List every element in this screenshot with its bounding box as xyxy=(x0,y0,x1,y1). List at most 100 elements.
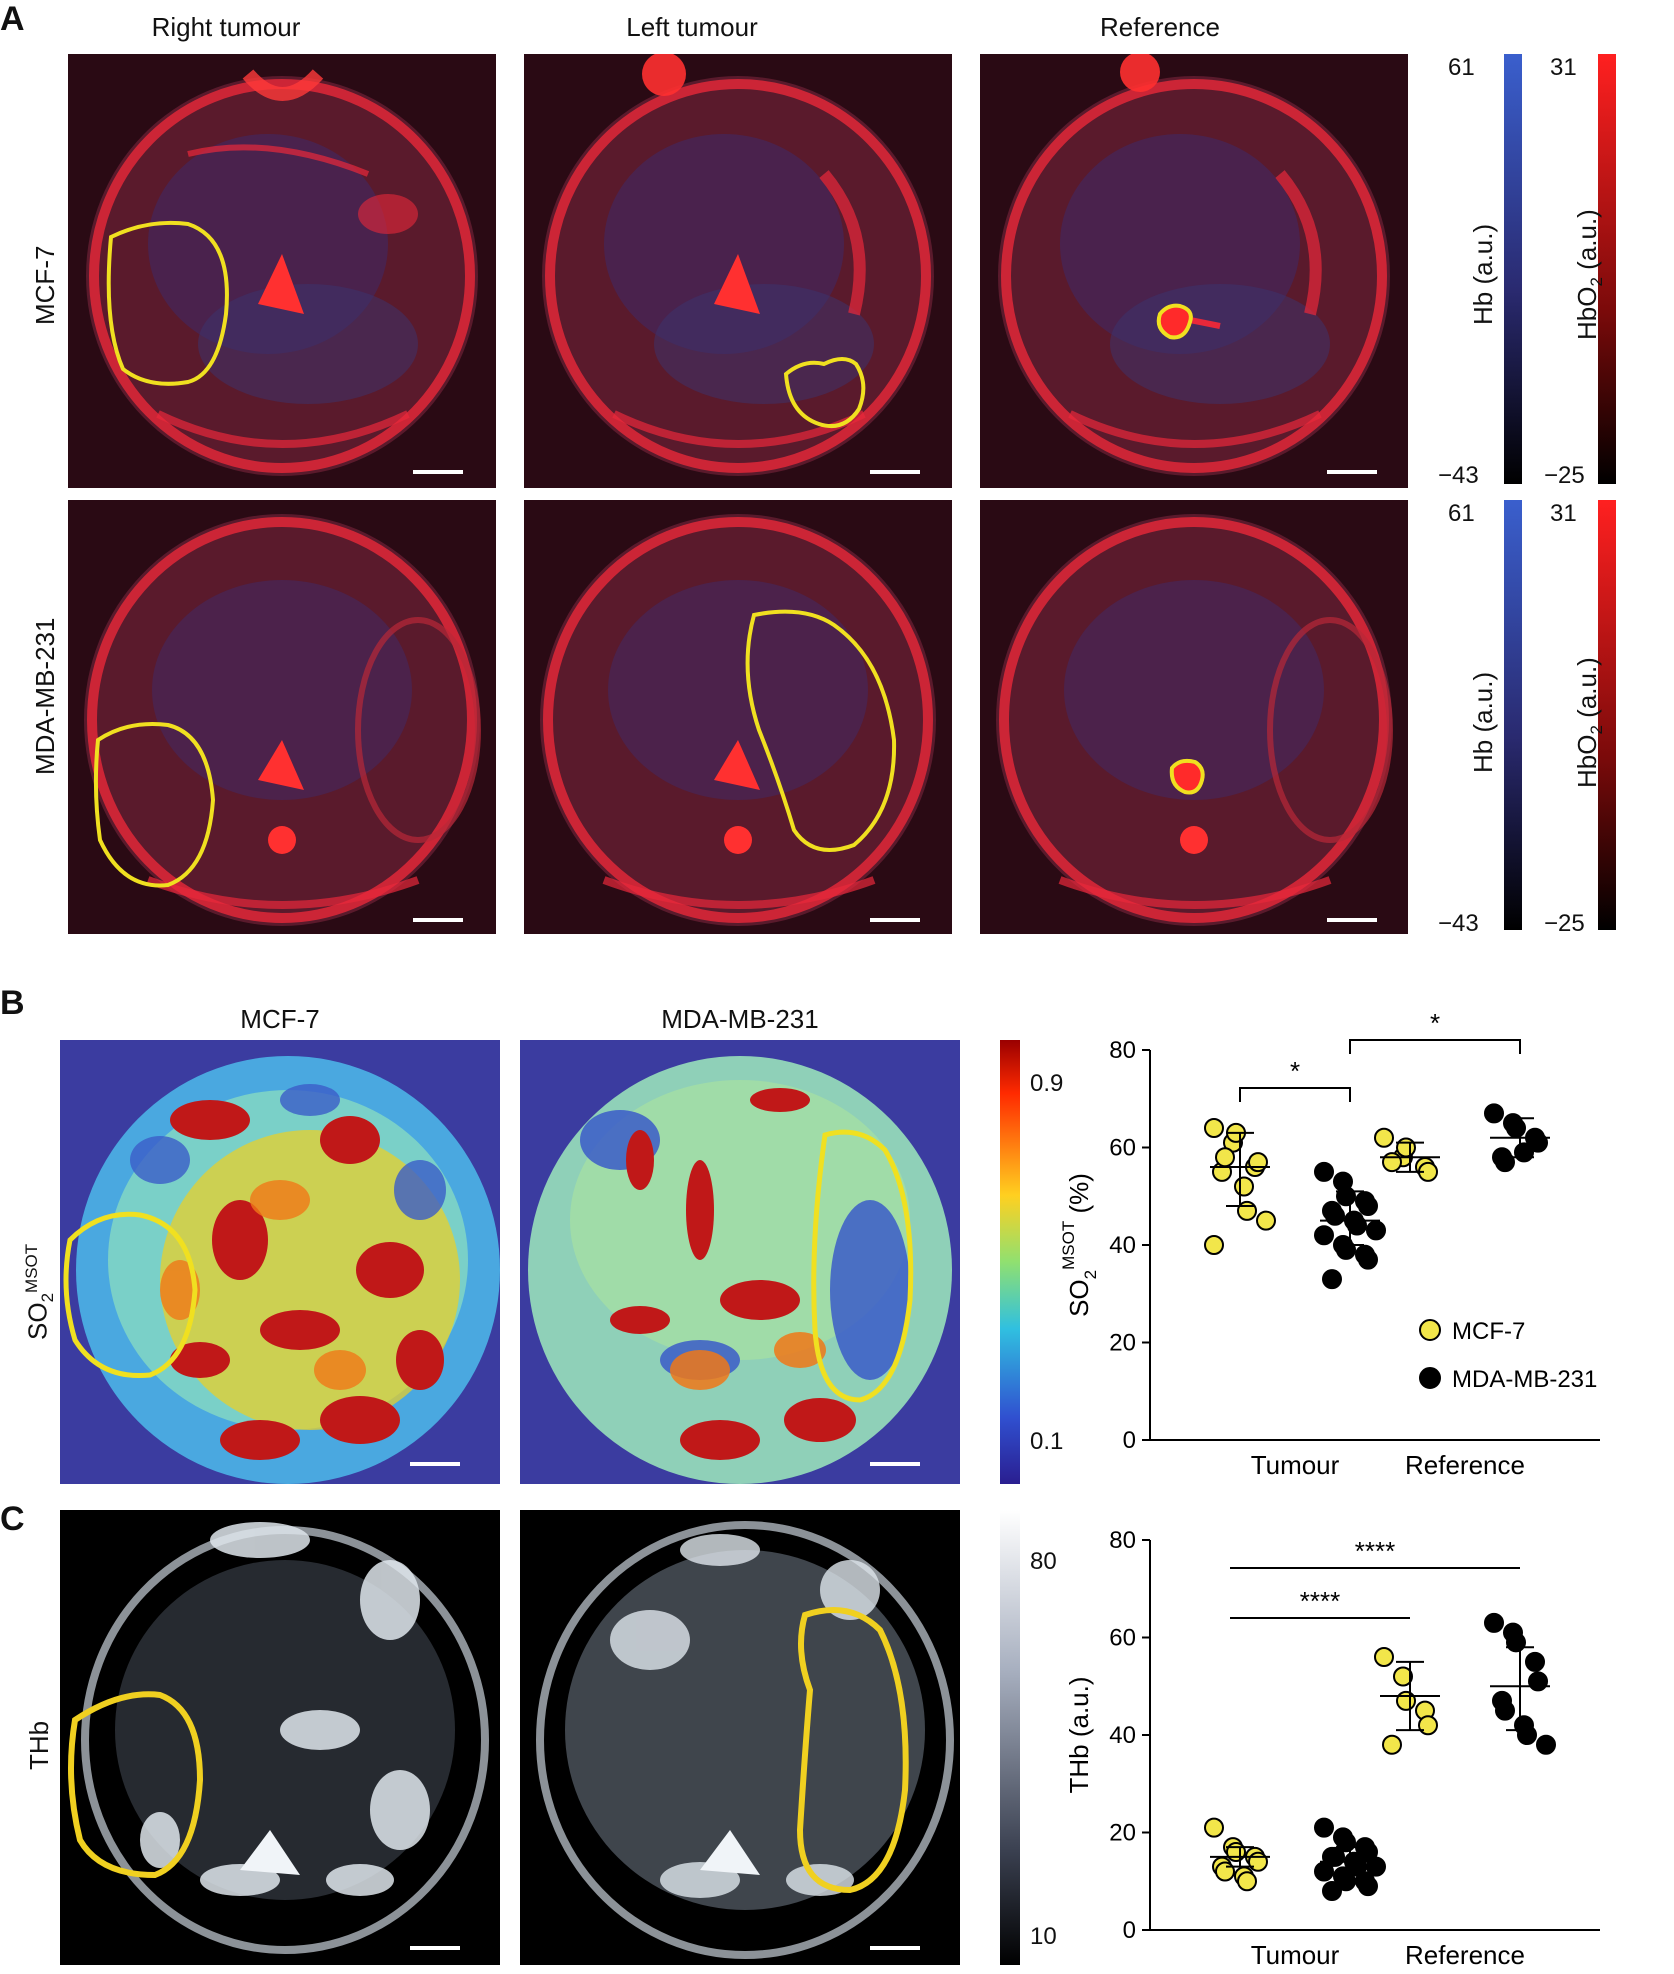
scale-bar xyxy=(413,470,463,474)
scale-bar xyxy=(410,1946,460,1950)
hb-colorbar-title: Hb (a.u.) xyxy=(1468,671,1498,773)
x-category-label: Reference xyxy=(1405,1940,1525,1970)
y-tick-label: 80 xyxy=(1109,1037,1136,1064)
data-point xyxy=(1514,1142,1534,1163)
thb-scatter-plot: 0 20 40 60 80 Tumour Reference THb (a.u.) **** **… xyxy=(1064,1527,1600,1970)
thb-colorbar xyxy=(1000,1510,1020,1965)
column-title-mda-mb-231: MDA-MB-231 xyxy=(661,1004,819,1034)
scale-bar xyxy=(870,1462,920,1466)
msot-image-mda-left-tumour xyxy=(524,500,952,934)
hbo2-colorbar-max: 31 xyxy=(1550,500,1577,527)
row-label-thb: THb xyxy=(24,1720,54,1770)
msot-image-mda-reference xyxy=(980,500,1408,934)
significance-label: * xyxy=(1290,1056,1300,1086)
hb-colorbar-max: 61 xyxy=(1448,54,1475,81)
hb-colorbar-min: −43 xyxy=(1438,910,1479,937)
thb-colorbar-min: 10 xyxy=(1030,1923,1057,1950)
data-point xyxy=(1506,1632,1526,1653)
so2-colorbar xyxy=(1000,1040,1020,1484)
scale-bar xyxy=(870,470,920,474)
data-point xyxy=(1215,1147,1235,1168)
data-point xyxy=(1314,1161,1334,1182)
hbo2-colorbar xyxy=(1598,500,1616,930)
thb-map-mcf7 xyxy=(60,1510,500,1965)
data-point xyxy=(1234,1176,1254,1197)
data-point xyxy=(1314,1861,1334,1882)
y-tick-label: 40 xyxy=(1109,1232,1136,1259)
y-tick-label: 0 xyxy=(1123,1427,1136,1454)
data-point xyxy=(1536,1734,1556,1755)
hbo2-colorbar-title: HbO2 (a.u.) xyxy=(1572,209,1607,340)
panel-b-letter: B xyxy=(0,984,25,1022)
panel-c-letter: C xyxy=(0,1500,25,1538)
msot-image-mda-right-tumour xyxy=(68,500,496,934)
so2-scatter-plot: 0 20 40 60 80 Tumour Reference SO2MSOT (%) * * MCF… xyxy=(1060,1008,1600,1480)
data-point xyxy=(1418,1715,1438,1736)
msot-image-mcf7-reference xyxy=(980,54,1408,488)
x-category-label: Tumour xyxy=(1251,1940,1340,1970)
data-point xyxy=(1374,1647,1394,1667)
data-point xyxy=(1495,1152,1515,1173)
data-point xyxy=(1495,1700,1515,1721)
so2-map-mcf7 xyxy=(60,1040,500,1484)
significance-bracket xyxy=(1239,1087,1351,1102)
hbo2-colorbar-title: HbO2 (a.u.) xyxy=(1572,657,1607,788)
data-point xyxy=(1396,1137,1416,1158)
data-point xyxy=(1256,1210,1276,1231)
msot-image-mcf7-right-tumour xyxy=(68,54,496,488)
column-title-reference: Reference xyxy=(1100,12,1220,42)
significance-bracket xyxy=(1349,1039,1521,1054)
scale-bar xyxy=(1327,918,1377,922)
scale-bar xyxy=(870,918,920,922)
y-tick-label: 80 xyxy=(1109,1527,1136,1554)
hb-colorbar-max: 61 xyxy=(1448,500,1475,527)
hb-colorbar-title: Hb (a.u.) xyxy=(1468,223,1498,325)
data-point xyxy=(1336,1186,1356,1207)
column-title-left-tumour: Left tumour xyxy=(626,12,758,42)
legend-marker xyxy=(1419,1319,1441,1341)
hbo2-colorbar xyxy=(1598,54,1616,484)
scale-bar xyxy=(1327,470,1377,474)
hb-colorbar xyxy=(1504,500,1522,930)
scale-bar xyxy=(413,918,463,922)
y-axis-label: SO2MSOT (%) xyxy=(1060,1173,1100,1317)
so2-colorbar-max: 0.9 xyxy=(1030,1070,1064,1097)
hbo2-colorbar-max: 31 xyxy=(1550,54,1577,81)
data-point xyxy=(1396,1690,1416,1711)
column-title-right-tumour: Right tumour xyxy=(151,12,301,42)
significance-label: **** xyxy=(1355,1536,1395,1566)
data-point xyxy=(1314,1225,1334,1246)
data-point xyxy=(1204,1118,1224,1138)
data-point xyxy=(1506,1118,1526,1138)
legend-label: MCF-7 xyxy=(1452,1318,1525,1345)
x-category-label: Tumour xyxy=(1251,1450,1340,1480)
data-point xyxy=(1226,1842,1246,1862)
data-point xyxy=(1322,1881,1342,1901)
significance-label: * xyxy=(1430,1008,1440,1038)
data-point xyxy=(1393,1666,1413,1687)
scale-bar xyxy=(410,1462,460,1466)
legend-label: MDA-MB-231 xyxy=(1452,1366,1597,1393)
x-category-label: Reference xyxy=(1405,1450,1525,1480)
data-point xyxy=(1374,1127,1394,1148)
data-point xyxy=(1358,1876,1378,1897)
data-point xyxy=(1525,1651,1545,1672)
so2-colorbar-min: 0.1 xyxy=(1030,1428,1064,1455)
scale-bar xyxy=(870,1946,920,1950)
panel-a-letter: A xyxy=(0,0,25,38)
data-point xyxy=(1215,1861,1235,1882)
data-point xyxy=(1248,1152,1268,1173)
data-point xyxy=(1358,1196,1378,1216)
data-point xyxy=(1237,1871,1257,1892)
y-tick-label: 0 xyxy=(1123,1917,1136,1944)
data-point xyxy=(1204,1817,1224,1838)
thb-map-mda-mb-231 xyxy=(520,1510,960,1965)
hbo2-colorbar-min: −25 xyxy=(1544,462,1585,489)
thb-colorbar-max: 80 xyxy=(1030,1548,1057,1575)
data-point xyxy=(1248,1851,1268,1872)
data-point xyxy=(1325,1205,1345,1226)
y-tick-label: 60 xyxy=(1109,1135,1136,1162)
y-tick-label: 40 xyxy=(1109,1722,1136,1749)
hbo2-colorbar-min: −25 xyxy=(1544,910,1585,937)
data-point xyxy=(1204,1235,1224,1255)
